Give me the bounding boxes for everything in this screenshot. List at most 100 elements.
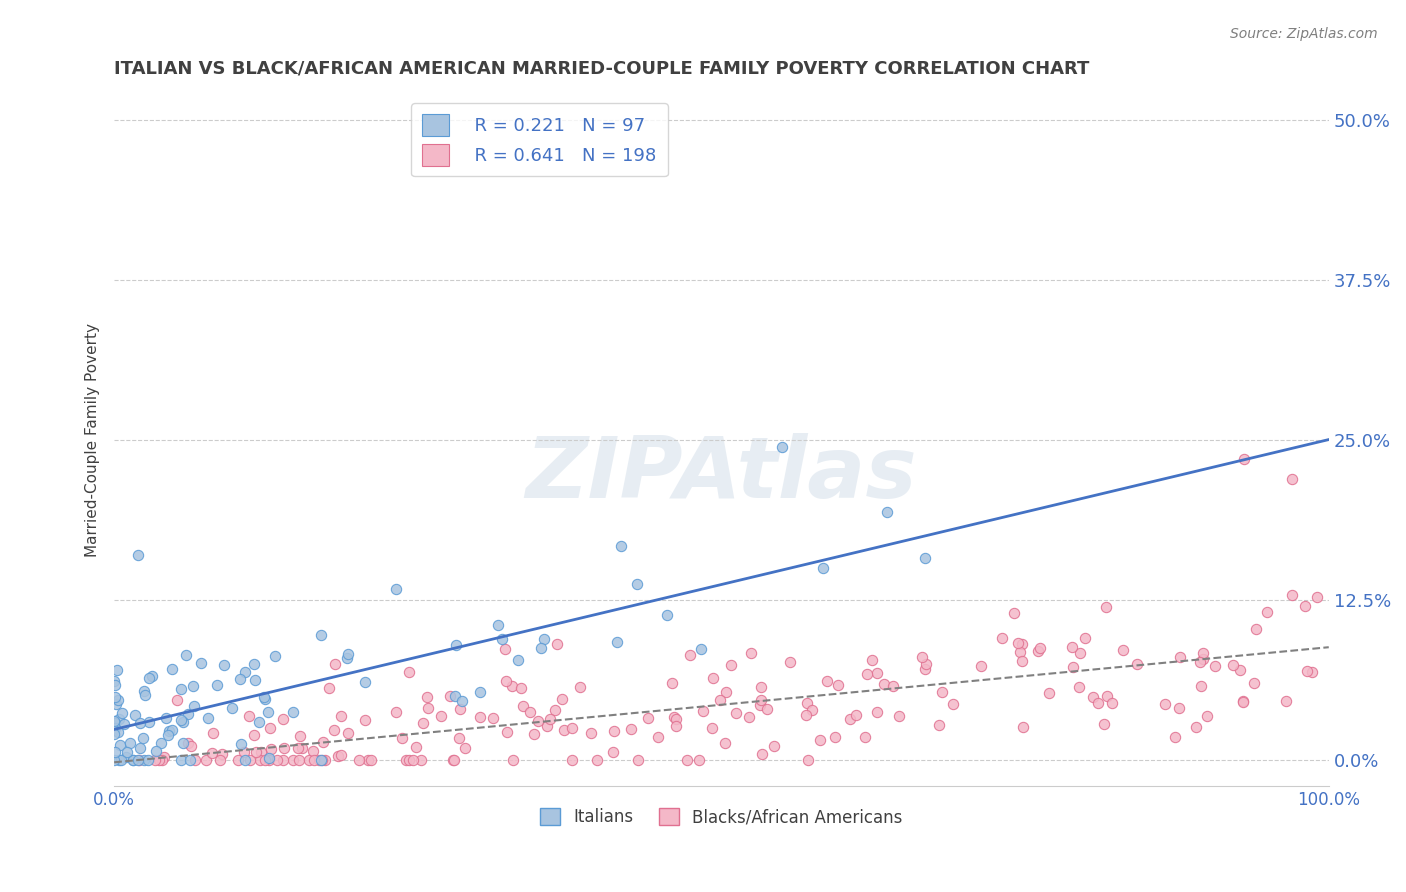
Point — [302, 743, 325, 757]
Point — [172, 735, 194, 749]
Point — [318, 681, 340, 696]
Point — [257, 706, 280, 720]
Point — [298, 753, 321, 767]
Point — [157, 723, 180, 738]
Point — [1067, 681, 1090, 695]
Point — [150, 753, 173, 767]
Point — [606, 635, 628, 649]
Point — [1294, 599, 1316, 613]
Point — [302, 753, 325, 767]
Point — [249, 753, 271, 767]
Point — [1275, 693, 1298, 707]
Point — [811, 561, 834, 575]
Point — [134, 683, 156, 698]
Point — [103, 674, 125, 689]
Point — [447, 731, 470, 745]
Point — [172, 714, 194, 729]
Point — [1233, 452, 1256, 467]
Point — [441, 753, 464, 767]
Point — [281, 753, 304, 767]
Point — [665, 712, 688, 726]
Point — [233, 665, 256, 680]
Point — [662, 709, 685, 723]
Point — [679, 648, 702, 662]
Point — [763, 739, 786, 753]
Point — [876, 504, 898, 518]
Point — [1060, 640, 1083, 655]
Point — [839, 712, 862, 726]
Point — [233, 745, 256, 759]
Point — [180, 739, 202, 753]
Point — [136, 753, 159, 767]
Point — [443, 753, 465, 767]
Point — [454, 741, 477, 756]
Point — [202, 726, 225, 740]
Point — [714, 685, 737, 699]
Point — [190, 657, 212, 671]
Point — [1154, 697, 1177, 711]
Point — [110, 753, 132, 767]
Point — [107, 693, 129, 707]
Legend: Italians, Blacks/African Americans: Italians, Blacks/African Americans — [534, 801, 910, 833]
Text: Source: ZipAtlas.com: Source: ZipAtlas.com — [1230, 27, 1378, 41]
Point — [519, 706, 541, 720]
Point — [141, 669, 163, 683]
Point — [661, 676, 683, 690]
Point — [1296, 664, 1319, 678]
Point — [1011, 655, 1033, 669]
Point — [827, 678, 849, 692]
Point — [254, 753, 277, 767]
Point — [259, 751, 281, 765]
Point — [205, 678, 228, 692]
Point — [626, 577, 648, 591]
Point — [103, 753, 125, 767]
Point — [112, 717, 135, 731]
Point — [610, 539, 633, 553]
Point — [323, 657, 346, 671]
Point — [991, 631, 1014, 645]
Point — [523, 727, 546, 741]
Point — [107, 724, 129, 739]
Point — [398, 665, 420, 679]
Point — [797, 753, 820, 767]
Point — [1222, 657, 1244, 672]
Point — [353, 713, 375, 727]
Point — [229, 738, 252, 752]
Point — [450, 694, 472, 708]
Point — [254, 692, 277, 706]
Point — [128, 740, 150, 755]
Point — [544, 703, 567, 717]
Point — [1243, 676, 1265, 690]
Point — [1281, 471, 1303, 485]
Point — [291, 741, 314, 756]
Point — [214, 658, 236, 673]
Point — [115, 745, 138, 759]
Point — [174, 648, 197, 663]
Point — [579, 726, 602, 740]
Point — [688, 753, 710, 767]
Point — [283, 705, 305, 719]
Point — [1092, 717, 1115, 731]
Point — [942, 698, 965, 712]
Point — [336, 725, 359, 739]
Point — [530, 640, 553, 655]
Point — [865, 666, 887, 681]
Point — [242, 657, 264, 671]
Point — [247, 714, 270, 729]
Point — [627, 753, 650, 767]
Point — [323, 723, 346, 737]
Point — [263, 648, 285, 663]
Point — [328, 749, 350, 764]
Point — [134, 688, 156, 702]
Point — [122, 753, 145, 767]
Point — [914, 663, 936, 677]
Point — [689, 641, 711, 656]
Point — [309, 628, 332, 642]
Point — [569, 680, 592, 694]
Point — [329, 747, 352, 762]
Point — [266, 753, 288, 767]
Point — [720, 657, 742, 672]
Point — [108, 738, 131, 752]
Point — [201, 746, 224, 760]
Point — [176, 707, 198, 722]
